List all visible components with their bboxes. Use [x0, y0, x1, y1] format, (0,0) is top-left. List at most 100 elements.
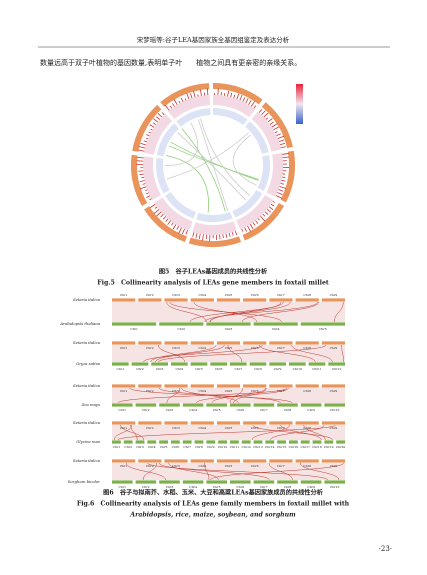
heat-ring: [236, 195, 274, 230]
chromosome-bar: [164, 298, 188, 302]
chromosome-label: Chr1: [120, 346, 128, 350]
chromosome-arc: [132, 104, 162, 152]
chromosome-bar: [151, 362, 168, 366]
chromosome-label: Chr5: [225, 389, 233, 393]
chromosome-label: Chr7: [183, 445, 191, 449]
chromosome-bar: [243, 298, 267, 302]
density-bar: [149, 124, 155, 128]
collinear-link: [117, 387, 288, 404]
chromosome-bar: [300, 480, 322, 484]
collinear-link: [130, 424, 138, 441]
collinear-link: [270, 424, 325, 441]
page-number: ·23·: [379, 545, 392, 553]
chromosome-label: Chr2: [146, 426, 154, 430]
chromosome-bar: [253, 403, 275, 407]
density-bar: [149, 204, 156, 209]
density-bar: [244, 227, 248, 232]
chromosome-bar: [321, 384, 345, 388]
chromosome-arc: [280, 150, 295, 203]
chromosome-bar: [243, 459, 267, 463]
chromosome-bar: [300, 322, 345, 326]
chromosome-label: Chr3: [166, 485, 174, 489]
chromosome-label: Chr4: [198, 426, 206, 430]
collinear-link: [120, 424, 144, 441]
chromosome-bar: [269, 298, 293, 302]
chromosome-label: Chr3: [172, 426, 180, 430]
density-bar: [149, 198, 152, 201]
density-bar: [268, 206, 274, 210]
chromosome-bar: [300, 440, 310, 444]
collinear-link: [143, 344, 263, 363]
chromosome-bar: [190, 459, 214, 463]
chromosome-arc: [242, 203, 285, 241]
density-bar: [257, 218, 260, 221]
chromosome-bar: [159, 440, 168, 444]
collinear-link: [227, 344, 243, 363]
chromosome-label: Chr4: [198, 464, 206, 468]
density-bar: [281, 179, 286, 182]
chromosome-bar: [289, 440, 298, 444]
chromosome-arc: [131, 154, 148, 206]
density-bar: [278, 189, 284, 192]
collinear-link: [232, 134, 257, 186]
chromosome-bar: [182, 403, 204, 407]
chromosome-bar: [230, 362, 247, 366]
chromosome-bar: [312, 440, 322, 444]
chromosome-bar: [164, 341, 188, 345]
collinear-link: [150, 344, 217, 363]
density-bar: [269, 121, 274, 125]
density-bar: [171, 222, 174, 226]
density-bar: [169, 105, 173, 109]
collinear-link: [166, 387, 181, 404]
chromosome-bar: [206, 322, 251, 326]
species-label: Setaria italica: [73, 383, 101, 388]
density-bar: [270, 203, 275, 207]
chromosome-bar: [295, 421, 319, 425]
chromosome-label: Chr4: [272, 327, 280, 331]
chromosome-bar: [216, 459, 241, 463]
chromosome-bar: [164, 421, 188, 425]
chromosome-label: Chr2: [178, 327, 186, 331]
chromosome-bar: [112, 421, 136, 425]
chromosome-bar: [230, 480, 251, 484]
chromosome-bar: [269, 421, 293, 425]
chromosome-bar: [210, 362, 227, 366]
density-bar: [250, 101, 255, 107]
density-bar: [262, 213, 266, 217]
species-label: Sorghum bicolor: [68, 479, 100, 484]
density-bar: [156, 116, 161, 120]
figure-caption-en: Arabidopsis, rice, maize, soybean, and s…: [129, 512, 296, 519]
collinear-link: [259, 344, 316, 363]
density-bar: [278, 139, 285, 143]
chromosome-label: Chr4: [198, 293, 206, 297]
chromosome-bar: [135, 403, 157, 407]
density-bar: [202, 234, 204, 241]
density-bar: [258, 109, 263, 113]
chromosome-label: Chr2: [146, 464, 154, 468]
density-bar: [272, 201, 275, 203]
chromosome-bar: [190, 384, 214, 388]
density-bar: [154, 206, 158, 209]
chromosome-bar: [243, 384, 267, 388]
chromosome-label: Chr3: [156, 367, 164, 371]
chromosome-bar: [269, 362, 286, 366]
density-bar: [249, 224, 254, 229]
density-bar: [261, 110, 266, 115]
collinear-link: [166, 132, 249, 180]
density-bar: [137, 149, 145, 152]
chromosome-bar: [171, 440, 180, 444]
running-header: 宋梦瑶等:谷子LEA基因家族全基因组鉴定及表达分析: [137, 35, 290, 44]
chromosome-bar: [230, 403, 251, 407]
heat-ring: [176, 108, 211, 127]
chromosome-bar: [135, 480, 157, 484]
density-bar: [271, 123, 278, 128]
collinear-link: [241, 301, 319, 323]
density-bar: [181, 228, 185, 235]
chromosome-label: Chr6: [251, 293, 259, 297]
heat-ring: [154, 197, 193, 231]
density-bar: [156, 211, 162, 217]
density-bar: [152, 122, 157, 125]
heat-ring: [156, 157, 170, 194]
chromosome-label: Chr9: [274, 367, 282, 371]
chromosome-bar: [194, 440, 204, 444]
